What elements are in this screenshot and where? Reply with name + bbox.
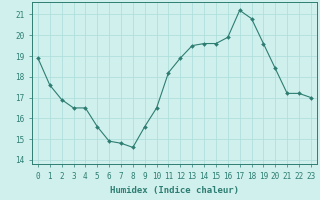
X-axis label: Humidex (Indice chaleur): Humidex (Indice chaleur) [110, 186, 239, 195]
